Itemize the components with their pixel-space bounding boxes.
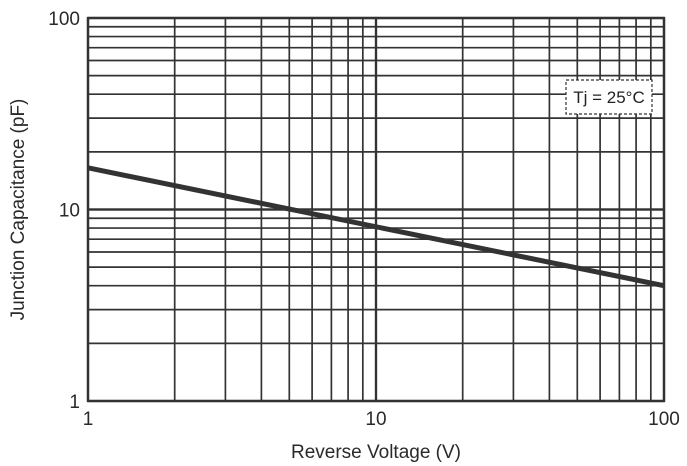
- y-tick-label: 10: [59, 201, 80, 222]
- x-axis-label: Reverse Voltage (V): [291, 442, 461, 463]
- y-tick-label: 1: [69, 392, 80, 413]
- series-line-0: [87, 165, 665, 289]
- annotation-background: [565, 79, 653, 115]
- y-tick-label: 100: [48, 9, 80, 30]
- annotation-text: Tj = 25°C: [573, 88, 645, 107]
- x-tick-label: 100: [648, 409, 680, 430]
- plot-frame: [86, 16, 666, 403]
- series-layer: [87, 165, 665, 289]
- x-tick-label: 1: [83, 409, 94, 430]
- x-tick-label: 10: [365, 409, 386, 430]
- temperature-annotation: Tj = 25°C: [565, 79, 653, 115]
- y-axis-label: Junction Capacitance (pF): [8, 99, 29, 321]
- y-tick-labels: 1 10 100: [48, 9, 80, 413]
- x-tick-labels: 1 10 100: [83, 409, 680, 430]
